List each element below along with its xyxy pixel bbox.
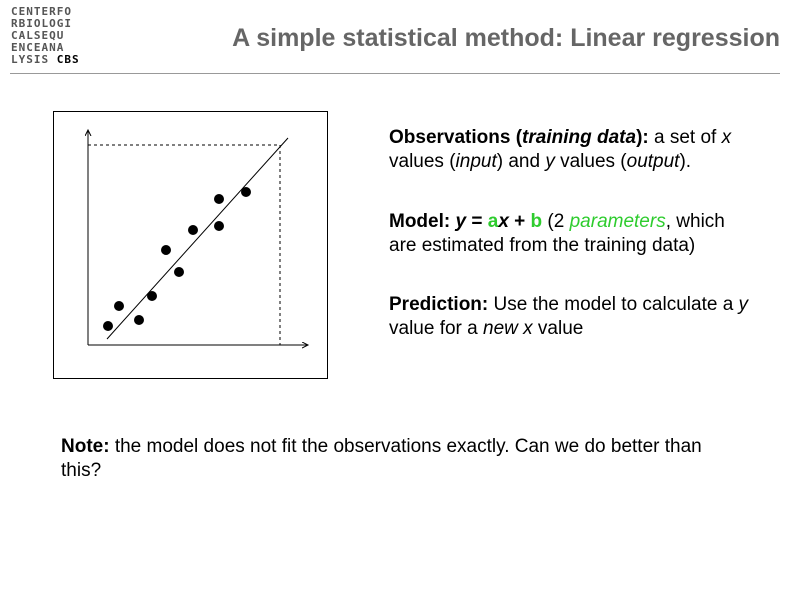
text: new x	[483, 318, 533, 339]
paragraph: Model: y = ax + b (2 parameters, which a…	[389, 210, 749, 258]
title-rule	[10, 73, 780, 74]
text: ).	[679, 151, 692, 172]
text: Model:	[389, 211, 456, 232]
text: y	[455, 211, 467, 232]
observations	[103, 187, 251, 331]
dot	[161, 245, 171, 255]
dot	[147, 291, 157, 301]
text: Observations (	[389, 127, 523, 148]
text: +	[508, 211, 531, 232]
text: y	[738, 294, 749, 315]
text: a	[487, 211, 499, 232]
text: training data	[522, 127, 637, 148]
figure-frame	[53, 111, 328, 379]
text: value	[532, 318, 584, 339]
dot	[188, 225, 198, 235]
text: (2	[542, 211, 570, 232]
text: values (	[554, 151, 627, 172]
dot	[103, 321, 113, 331]
text: b	[530, 211, 543, 232]
logo-line: ENCEANA	[11, 41, 65, 54]
logo: CENTERFO RBIOLOGI CALSEQU ENCEANA LYSIS …	[11, 6, 80, 66]
text: x	[498, 211, 509, 232]
paragraph: Prediction: Use the model to calculate a…	[389, 293, 749, 341]
text: parameters	[569, 211, 666, 232]
logo-line: RBIOLOGI	[11, 17, 72, 30]
text: values (	[389, 151, 456, 172]
dot	[214, 194, 224, 204]
logo-line: CALSEQU	[11, 29, 65, 42]
dot	[134, 315, 144, 325]
text: , which are estimated from the training …	[389, 211, 725, 256]
logo-line: CENTERFO	[11, 5, 72, 18]
text: value for a	[389, 318, 483, 339]
text: ):	[636, 127, 649, 148]
dot	[174, 267, 184, 277]
regression-line	[106, 137, 289, 340]
text: the model does not fit the observations …	[61, 436, 702, 481]
dot	[214, 221, 224, 231]
paragraph: Observations (training data): a set of x…	[389, 126, 749, 174]
text: a set of	[648, 127, 722, 148]
dot	[114, 301, 124, 311]
note: Note: the model does not fit the observa…	[61, 435, 741, 483]
text: input	[455, 151, 497, 172]
logo-text: LYSIS	[11, 53, 50, 66]
slide-title: A simple statistical method: Linear regr…	[232, 24, 780, 52]
text: ) and	[496, 151, 546, 172]
text: x	[721, 127, 732, 148]
dot	[241, 187, 251, 197]
text: Note:	[61, 436, 110, 457]
text: Prediction:	[389, 294, 489, 315]
logo-mark: CBS	[56, 53, 80, 66]
text: Use the model to calculate a	[488, 294, 739, 315]
logo-line: LYSIS CBS	[11, 54, 80, 66]
text: y	[545, 151, 555, 172]
text: =	[466, 211, 488, 232]
text: output	[626, 151, 680, 172]
